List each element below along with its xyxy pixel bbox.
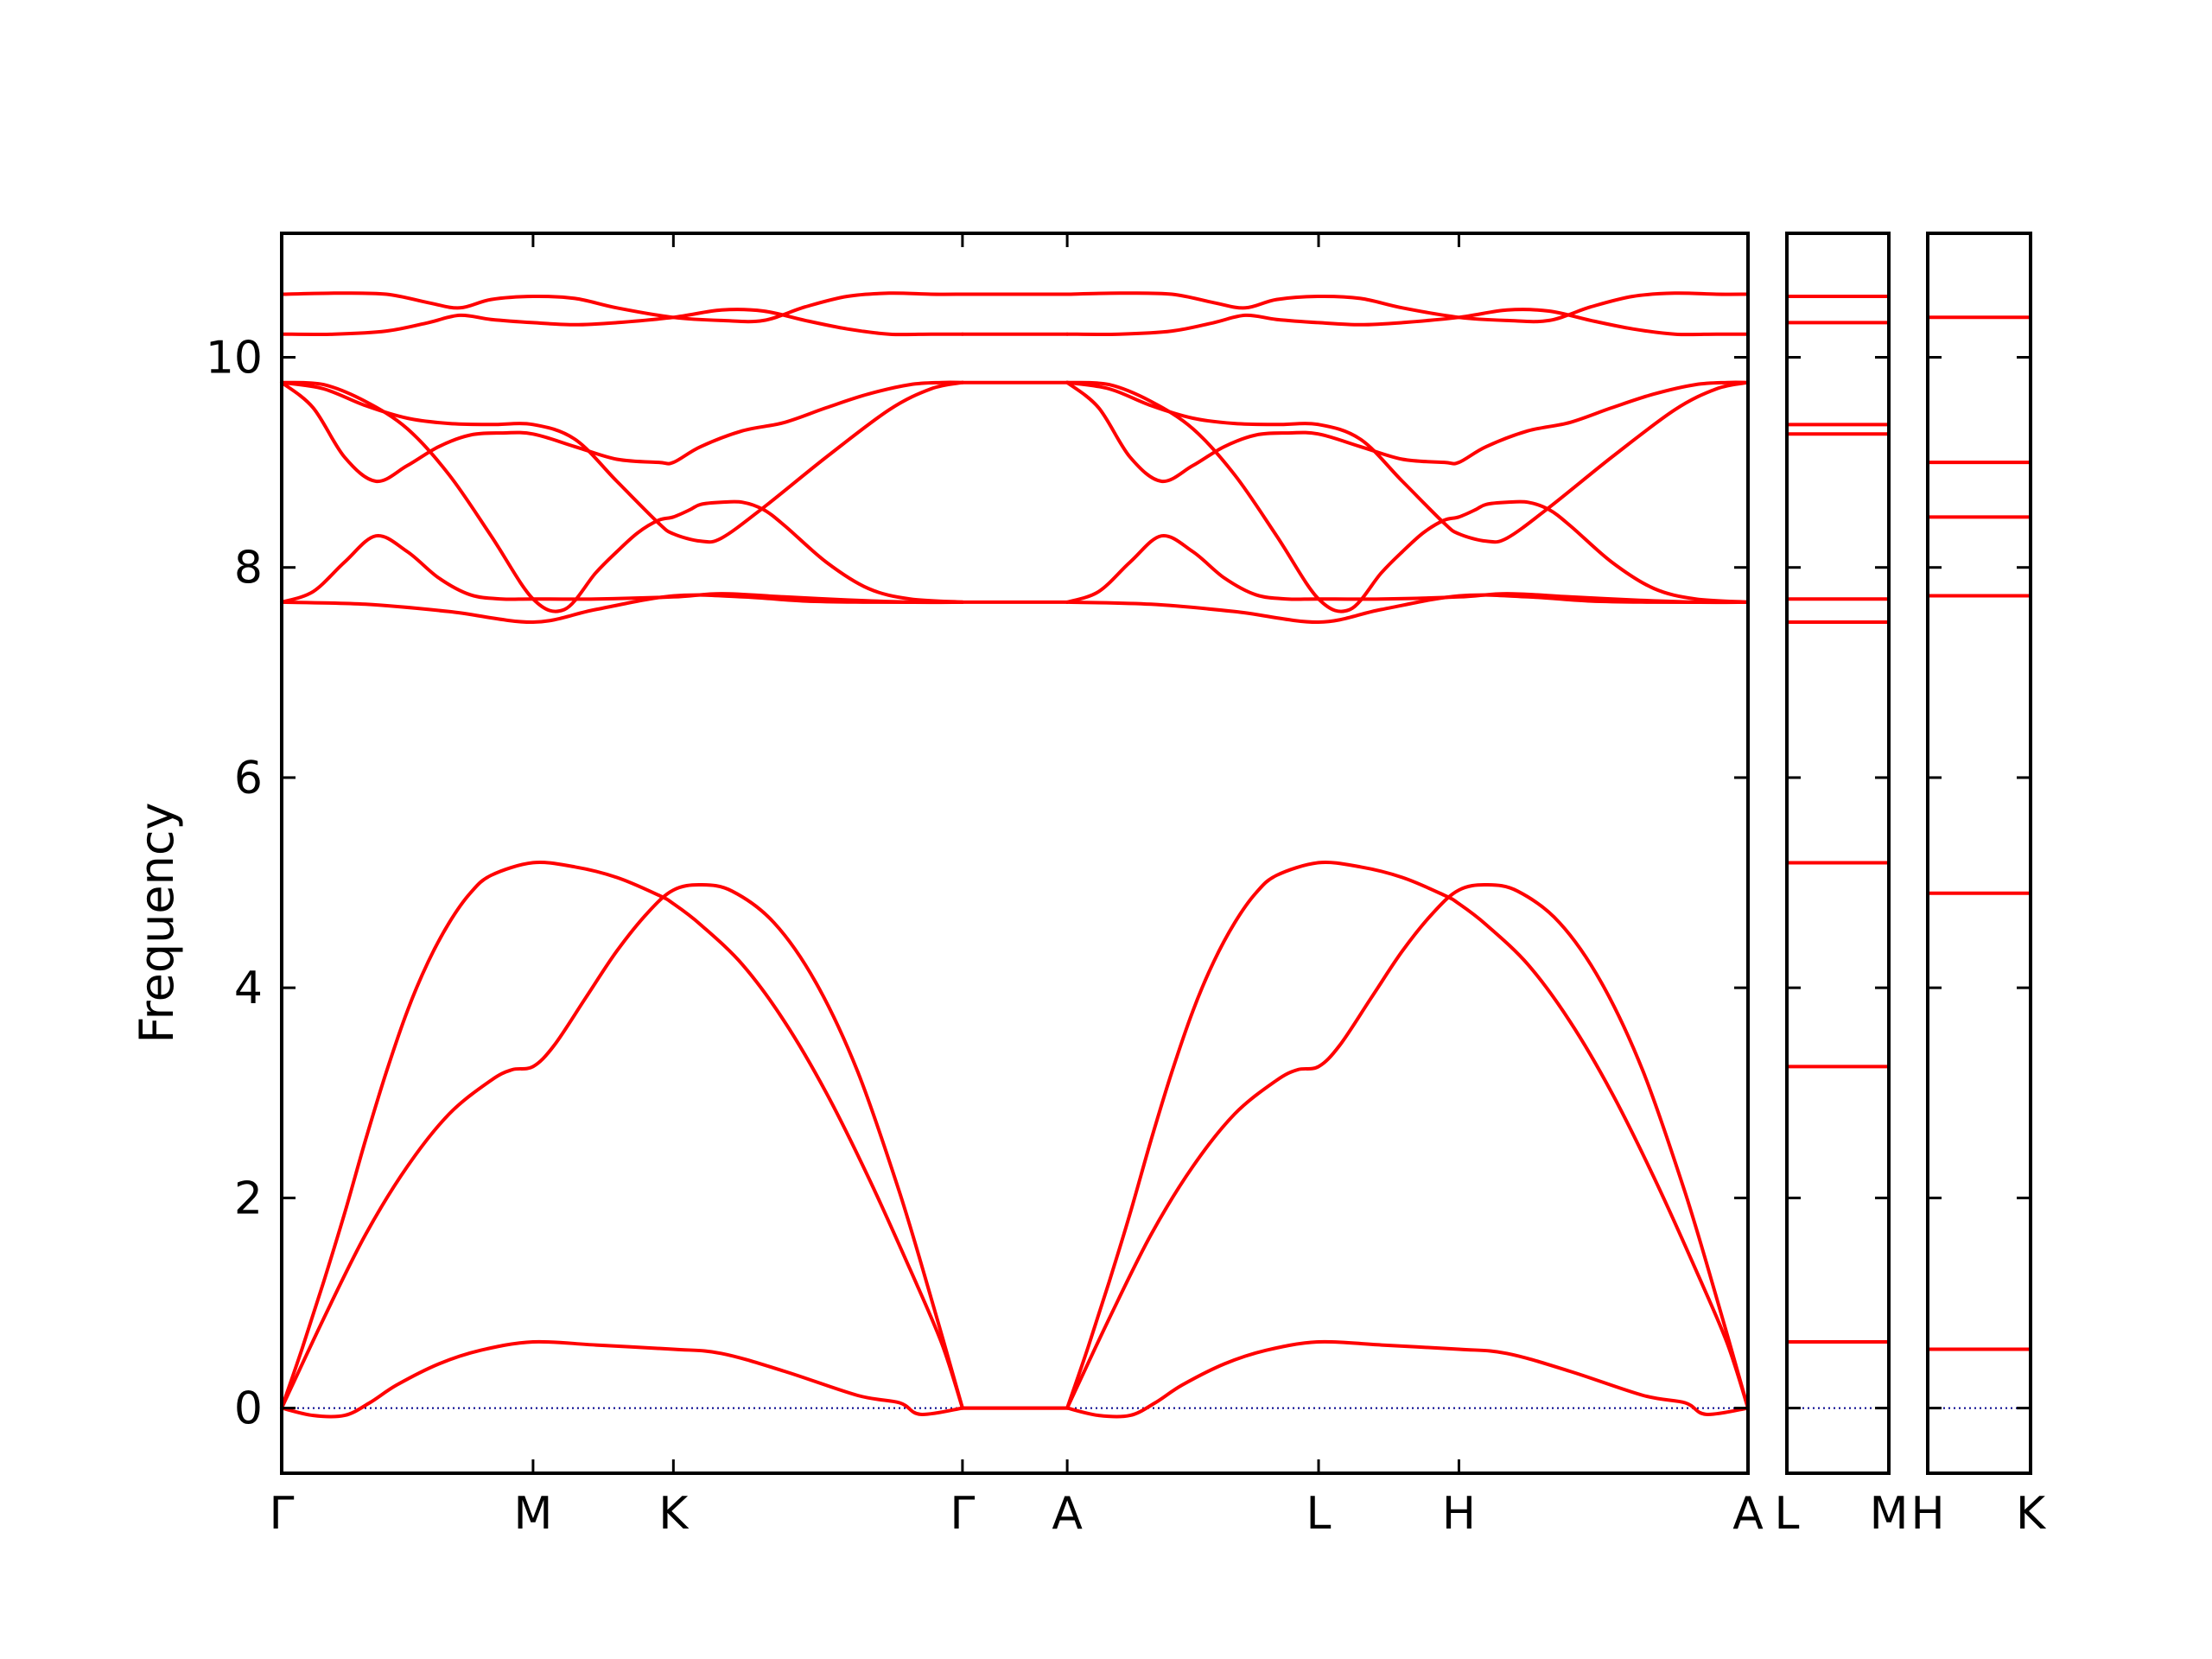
band-1 — [280, 1339, 964, 1419]
x-tick-label: K — [658, 1488, 690, 1540]
x-tick-label: A — [1052, 1488, 1083, 1540]
band-17 — [1065, 1339, 1750, 1419]
axes-frame — [1785, 232, 1891, 1475]
x-tick-label: L — [1775, 1488, 1800, 1540]
x-tick-label: M — [513, 1488, 552, 1540]
x-tick-label: H — [1442, 1488, 1476, 1540]
y-tick-label: 0 — [234, 1383, 263, 1435]
band-3 — [280, 861, 964, 1410]
band-9 — [280, 308, 964, 337]
band-20 — [1065, 593, 1750, 625]
band-22 — [1065, 380, 1750, 544]
x-tick-label: L — [1306, 1488, 1332, 1540]
band-24 — [1065, 380, 1750, 613]
band-25 — [1065, 308, 1750, 337]
band-10 — [280, 291, 964, 324]
band-8 — [280, 380, 964, 613]
x-tick-label: K — [2016, 1488, 2047, 1540]
band-26 — [1065, 291, 1750, 324]
axes-frame — [280, 232, 1750, 1475]
band-4 — [280, 593, 964, 625]
x-tick-label: H — [1910, 1488, 1944, 1540]
band-7 — [280, 380, 964, 484]
y-tick-label: 6 — [234, 753, 263, 804]
band-2 — [280, 882, 964, 1410]
band-23 — [1065, 380, 1750, 484]
axes-frame — [1926, 232, 2032, 1475]
y-tick-label: 2 — [234, 1173, 263, 1224]
x-tick-label: M — [1870, 1488, 1909, 1540]
band-6 — [280, 380, 964, 544]
band-19 — [1065, 861, 1750, 1410]
band-21 — [1065, 534, 1750, 605]
panel-main: 0 2 4 6 8 10 Γ M K Γ A L H A — [206, 232, 1764, 1540]
y-tick-label: 4 — [234, 963, 263, 1014]
x-tick-label: Γ — [270, 1488, 295, 1540]
y-axis-label: Frequency — [130, 803, 184, 1044]
x-tick-label: Γ — [950, 1488, 975, 1540]
x-tick-label: A — [1732, 1488, 1764, 1540]
band-18 — [1065, 882, 1750, 1410]
band-5 — [280, 534, 964, 605]
y-tick-label: 10 — [206, 333, 263, 385]
y-tick-label: 8 — [234, 543, 263, 594]
